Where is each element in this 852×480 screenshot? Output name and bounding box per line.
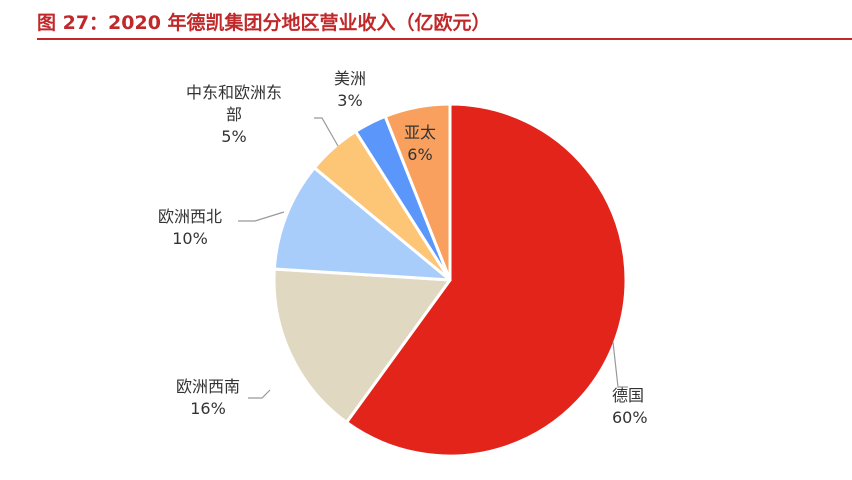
leader-line-2 [248, 389, 271, 399]
slice-label-6: 亚太 6% [404, 123, 436, 164]
slice-label-line: 16% [190, 399, 226, 418]
slice-label-4: 中东和欧洲东部 5% [186, 83, 282, 146]
title-underline [37, 38, 852, 40]
slice-label-line: 10% [172, 229, 208, 248]
slice-label-line: 德国 [612, 386, 644, 405]
slice-label-line: 6% [407, 145, 432, 164]
slice-label-line: 欧洲西北 [158, 207, 222, 226]
slice-labels: 德国 60% 欧洲西南 16% 欧洲西北 10% 中东和欧洲东部 5% 美洲 3% 亚太 6% [158, 69, 648, 427]
leader-line-4 [314, 117, 339, 147]
slice-label-line: 60% [612, 408, 648, 427]
slice-label-line: 欧洲西南 [176, 377, 240, 396]
leader-line-3 [238, 211, 285, 222]
leader-lines [238, 117, 628, 399]
pie-slice-1 [345, 102, 628, 458]
chart-title: 图 27：2020 年德凯集团分地区营业收入（亿欧元） [37, 12, 491, 34]
slice-label-3: 欧洲西北 10% [158, 207, 222, 248]
pie-slice-3 [272, 166, 452, 282]
leader-line-1 [612, 341, 628, 388]
slice-label-2: 欧洲西南 16% [176, 377, 240, 418]
slice-label-line: 部 [226, 105, 242, 124]
slice-label-line: 3% [337, 91, 362, 110]
pie-slice-2 [272, 267, 452, 424]
slice-label-line: 5% [221, 127, 246, 146]
pie-slices [272, 102, 628, 458]
slice-label-5: 美洲 3% [334, 69, 366, 110]
slice-label-line: 中东和欧洲东 [186, 83, 282, 102]
slice-label-1: 德国 60% [612, 386, 648, 427]
slice-label-line: 亚太 [404, 123, 436, 142]
slice-label-line: 美洲 [334, 69, 366, 88]
pie-slice-6 [383, 102, 452, 282]
